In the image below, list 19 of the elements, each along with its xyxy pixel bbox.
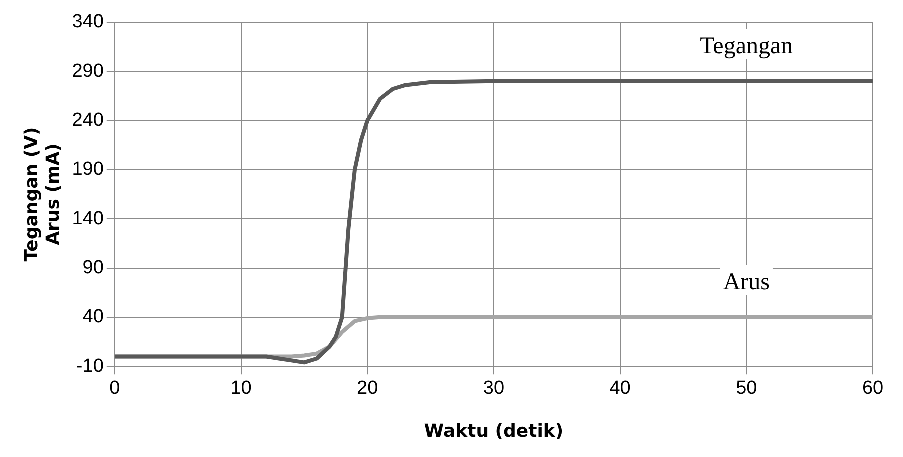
x-tick-label: 0 bbox=[110, 378, 120, 400]
x-tick-label: 30 bbox=[483, 378, 505, 400]
x-tick-label: 50 bbox=[736, 378, 758, 400]
x-tick-label: 10 bbox=[230, 378, 252, 400]
y-axis-title: Tegangan (V) Arus (mA) bbox=[21, 127, 64, 262]
x-tick-label: 60 bbox=[862, 378, 884, 400]
series-label: Arus bbox=[723, 270, 770, 296]
y-tick-label: 90 bbox=[82, 257, 104, 278]
series-label: Tegangan bbox=[700, 34, 794, 60]
y-tick-label: 40 bbox=[82, 306, 104, 328]
y-tick-label: 140 bbox=[72, 208, 104, 230]
y-tick-label: 240 bbox=[72, 110, 104, 131]
y-tick-label: -10 bbox=[76, 356, 104, 377]
x-tick-label: 40 bbox=[610, 378, 631, 400]
y-tick-label: 340 bbox=[72, 12, 104, 33]
x-tick-label: 20 bbox=[357, 378, 378, 400]
y-tick-label: 290 bbox=[72, 60, 104, 82]
x-axis-title: Waktu (detik) bbox=[424, 420, 564, 442]
y-tick-label: 190 bbox=[72, 159, 104, 180]
